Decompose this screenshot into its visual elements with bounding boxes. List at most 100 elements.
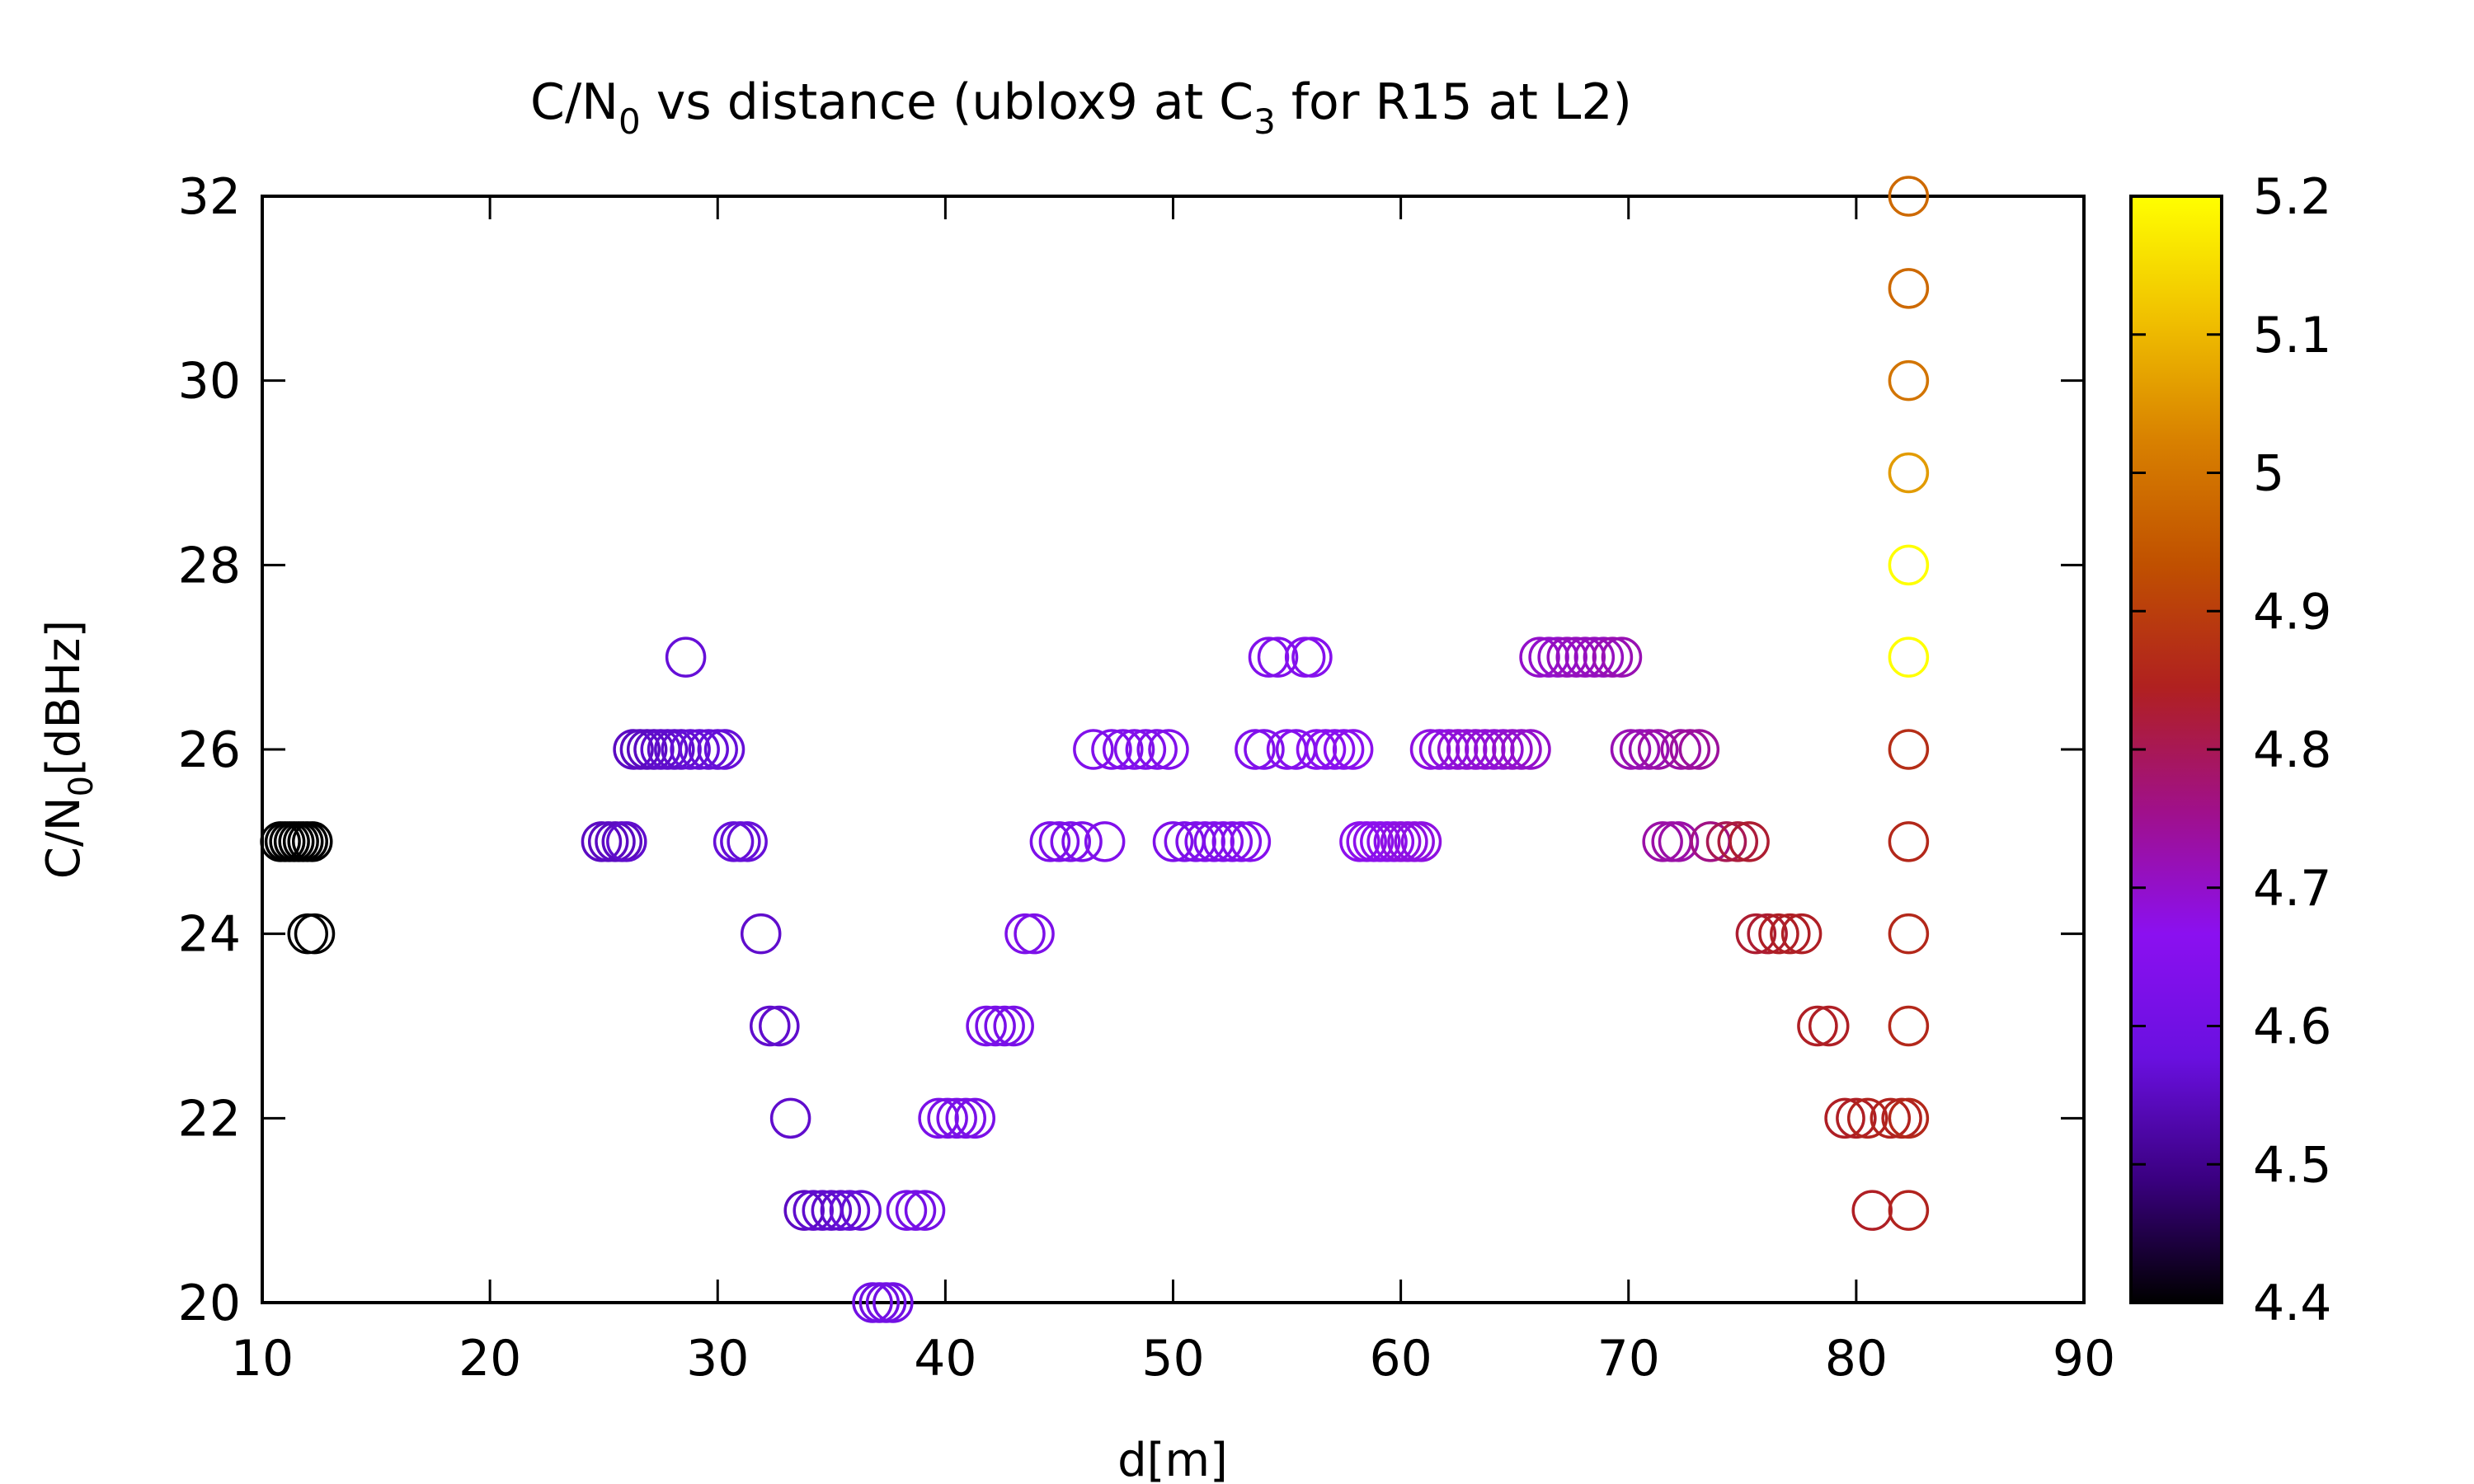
data-point (1446, 729, 1488, 770)
data-point (661, 729, 702, 770)
y-tick-label: 32 (178, 168, 241, 226)
y-tick-label: 26 (178, 721, 241, 779)
data-point (1211, 821, 1253, 862)
data-point (1291, 636, 1333, 678)
data-point (1091, 729, 1132, 770)
data-point (811, 1190, 853, 1231)
data-point (1888, 452, 1930, 494)
colorbar-tick-label: 5 (2253, 445, 2284, 503)
data-point (294, 913, 336, 955)
data-point (993, 1005, 1034, 1047)
x-tick-label: 70 (1597, 1330, 1660, 1388)
data-point (1628, 729, 1670, 770)
data-point (1528, 636, 1569, 678)
data-point (1888, 1190, 1930, 1231)
colorbar-tick-label: 4.8 (2253, 721, 2331, 779)
y-tick-label: 28 (178, 537, 241, 594)
data-point (1610, 729, 1652, 770)
data-point (703, 729, 745, 770)
data-point (1235, 729, 1276, 770)
data-point (840, 1190, 882, 1231)
colorbar-tick-label: 4.9 (2253, 583, 2331, 641)
data-point (291, 821, 333, 862)
data-point (1296, 729, 1338, 770)
data-point (1113, 729, 1155, 770)
data-point (1418, 729, 1460, 770)
data-point (1332, 729, 1374, 770)
data-point (1184, 821, 1225, 862)
data-point (936, 1097, 977, 1139)
data-point (1601, 636, 1643, 678)
data-point (1164, 821, 1206, 862)
data-point (1400, 821, 1442, 862)
data-point (1061, 821, 1103, 862)
plot-frame (261, 195, 2086, 1304)
y-axis-label: C/N0[dBHz] (37, 620, 101, 879)
data-point (984, 1005, 1025, 1047)
data-point (1747, 913, 1788, 955)
data-point (1888, 176, 1930, 217)
data-point (1846, 1097, 1888, 1139)
data-point (1409, 729, 1451, 770)
data-point (1257, 636, 1299, 678)
data-point (975, 1005, 1016, 1047)
data-point (1888, 1097, 1930, 1139)
data-point (1510, 729, 1551, 770)
data-point (918, 1097, 959, 1139)
data-point (1050, 821, 1091, 862)
data-point (904, 1190, 946, 1231)
data-point (1314, 729, 1356, 770)
data-point (1660, 729, 1702, 770)
data-point (872, 1282, 914, 1323)
y-tick-label: 22 (178, 1090, 241, 1148)
data-point (1642, 821, 1683, 862)
x-tick-label: 10 (231, 1330, 294, 1388)
x-axis-ticks: 10 20 30 40 50 60 70 80 90 (231, 196, 2115, 1388)
data-point (1519, 636, 1560, 678)
data-point (793, 1190, 834, 1231)
data-point (1248, 636, 1290, 678)
colorbar-tick-label: 4.6 (2253, 998, 2331, 1056)
y-tick-label: 20 (178, 1275, 241, 1332)
data-point (1546, 636, 1587, 678)
data-point (1797, 1005, 1838, 1047)
colorbar (2129, 195, 2223, 1304)
data-point (1465, 729, 1506, 770)
data-point (954, 1097, 996, 1139)
data-point (769, 1097, 811, 1139)
data-point (1202, 821, 1244, 862)
data-point (1637, 729, 1679, 770)
data-point (1125, 729, 1167, 770)
data-point (1808, 1005, 1850, 1047)
data-point (1305, 729, 1347, 770)
data-point (665, 636, 707, 678)
y-tick-label: 24 (178, 906, 241, 964)
data-point (740, 913, 782, 955)
data-point (606, 821, 647, 862)
data-point (1888, 359, 1930, 402)
data-point (750, 1005, 791, 1047)
data-point (670, 729, 711, 770)
data-point (829, 1190, 871, 1231)
data-point (1888, 1005, 1930, 1047)
data-point (1735, 913, 1777, 955)
data-point (1573, 636, 1616, 678)
data-point (1678, 729, 1720, 770)
data-point (1029, 821, 1071, 862)
y-axis-ticks: 20 22 24 26 28 30 32 (178, 168, 2084, 1332)
data-point (1501, 729, 1542, 770)
data-point (727, 821, 768, 862)
data-point (1152, 821, 1194, 862)
data-point (1619, 729, 1661, 770)
data-point (895, 1190, 937, 1231)
y-tick-label: 30 (178, 353, 241, 411)
chart-title: C/N0 vs distance (ublox9 at C3 for R15 a… (530, 73, 1632, 142)
data-point (1136, 729, 1178, 770)
colorbar-tick-label: 4.4 (2253, 1275, 2331, 1332)
data-point (1148, 729, 1189, 770)
colorbar-ticks: 4.4 4.5 4.6 4.7 4.8 4.9 5 5.1 5.2 (2131, 168, 2331, 1332)
data-point (820, 1190, 862, 1231)
data-point (1888, 636, 1930, 678)
colorbar-tick-label: 5.1 (2253, 307, 2331, 364)
data-point (1888, 268, 1930, 309)
